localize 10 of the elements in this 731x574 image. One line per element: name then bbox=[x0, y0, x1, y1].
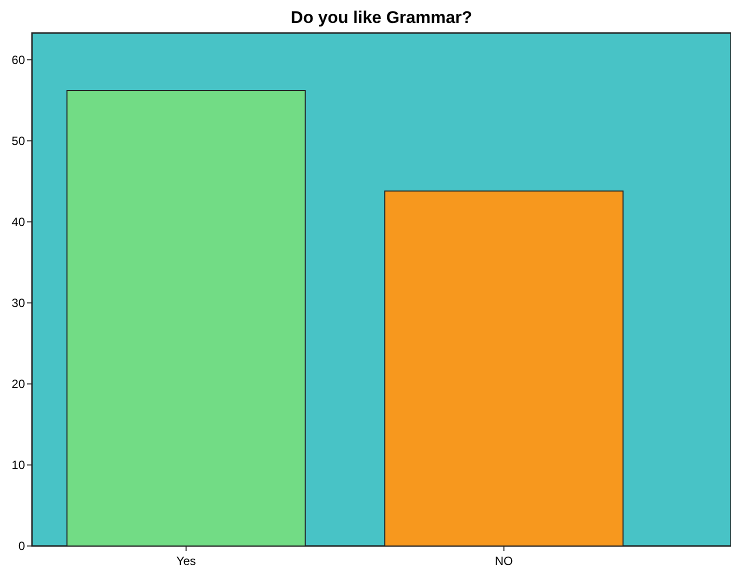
y-tick-label: 20 bbox=[12, 377, 26, 392]
y-tick-label: 30 bbox=[12, 296, 26, 310]
y-tick-label: 0 bbox=[18, 539, 26, 554]
x-tick-label: NO bbox=[494, 554, 513, 568]
y-tick-label: 60 bbox=[12, 52, 26, 67]
y-tick-label: 10 bbox=[12, 458, 26, 472]
y-tick-label: 50 bbox=[12, 134, 26, 148]
y-tick-label: 40 bbox=[12, 215, 26, 230]
x-tick-label: Yes bbox=[176, 554, 196, 568]
chart-title: Do you like Grammar? bbox=[290, 8, 472, 27]
